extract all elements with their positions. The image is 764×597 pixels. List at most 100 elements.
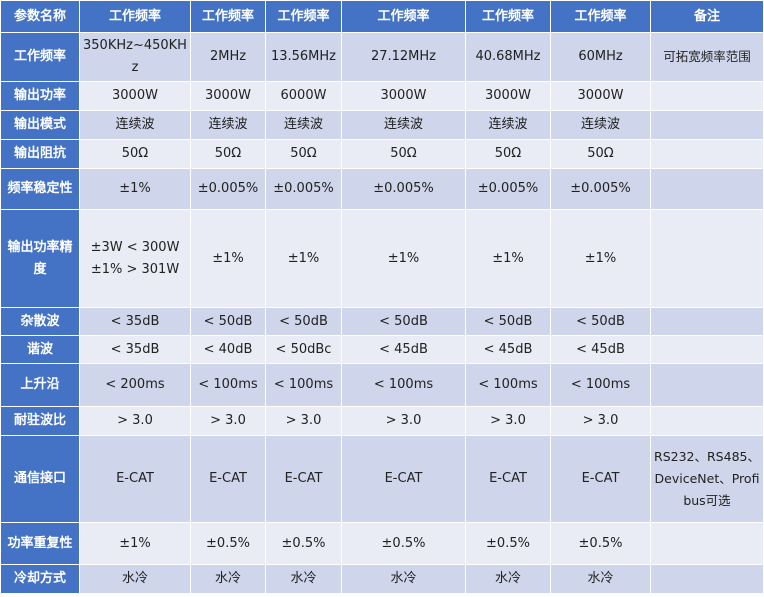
table-cell: 40.68MHz	[465, 32, 551, 82]
table-cell: < 40dB	[190, 335, 266, 364]
note-cell	[650, 307, 764, 336]
row-label: 谐波	[0, 335, 80, 364]
table-cell: E-CAT	[341, 435, 466, 523]
table-cell: 3000W	[465, 81, 551, 111]
table-row: 输出模式 连续波 连续波 连续波 连续波 连续波 连续波	[0, 110, 764, 140]
table-cell: ±1%	[79, 522, 191, 565]
table-cell: < 50dB	[341, 307, 466, 336]
row-label: 输出阻抗	[0, 139, 80, 169]
note-cell	[650, 110, 764, 140]
table-row: 杂散波 < 35dB < 50dB < 50dB < 50dB < 50dB <…	[0, 307, 764, 336]
note-cell	[650, 564, 764, 594]
table-cell: > 3.0	[265, 406, 342, 436]
table-cell: < 100ms	[265, 363, 342, 407]
row-label: 杂散波	[0, 307, 80, 336]
table-cell: ±1%	[550, 209, 651, 308]
table-cell: < 45dB	[465, 335, 551, 364]
table-cell: E-CAT	[79, 435, 191, 523]
table-row: 输出功率 3000W 3000W 6000W 3000W 3000W 3000W	[0, 81, 764, 111]
note-cell	[650, 335, 764, 364]
table-cell: ±1%	[465, 209, 551, 308]
row-label: 输出功率精度	[0, 209, 80, 308]
table-row: 功率重复性 ±1% ±0.5% ±0.5% ±0.5% ±0.5% ±0.5%	[0, 522, 764, 565]
row-label: 上升沿	[0, 363, 80, 407]
table-cell: ±0.5%	[341, 522, 466, 565]
row-label: 功率重复性	[0, 522, 80, 565]
table-cell: ±0.005%	[265, 168, 342, 210]
note-cell	[650, 406, 764, 436]
table-cell: < 35dB	[79, 335, 191, 364]
table-cell: 水冷	[341, 564, 466, 594]
row-label: 冷却方式	[0, 564, 80, 594]
table-cell: > 3.0	[465, 406, 551, 436]
table-row: 输出功率精度 ±3W < 300W ±1% > 301W ±1% ±1% ±1%…	[0, 209, 764, 308]
note-cell	[650, 209, 764, 308]
table-cell: < 200ms	[79, 363, 191, 407]
table-cell: 水冷	[465, 564, 551, 594]
table-cell: < 45dB	[550, 335, 651, 364]
table-cell: > 3.0	[550, 406, 651, 436]
note-cell	[650, 81, 764, 111]
table-cell: 50Ω	[265, 139, 342, 169]
table-row: 输出阻抗 50Ω 50Ω 50Ω 50Ω 50Ω 50Ω	[0, 139, 764, 169]
table-cell: < 35dB	[79, 307, 191, 336]
header-col: 工作频率	[341, 0, 466, 33]
table-cell: 350KHz~450KHz	[79, 32, 191, 82]
table-cell: ±0.005%	[550, 168, 651, 210]
header-note: 备注	[650, 0, 764, 33]
header-col: 工作频率	[550, 0, 651, 33]
table-cell: ±0.005%	[190, 168, 266, 210]
table-cell: 3000W	[550, 81, 651, 111]
header-col: 工作频率	[190, 0, 266, 33]
table-cell: 50Ω	[190, 139, 266, 169]
note-cell	[650, 522, 764, 565]
table-cell: 3000W	[190, 81, 266, 111]
table-row: 耐驻波比 > 3.0 > 3.0 > 3.0 > 3.0 > 3.0 > 3.0	[0, 406, 764, 436]
table-cell: ±0.5%	[190, 522, 266, 565]
table-cell: 连续波	[265, 110, 342, 140]
table-cell: 连续波	[465, 110, 551, 140]
table-cell: < 45dB	[341, 335, 466, 364]
table-row: 频率稳定性 ±1% ±0.005% ±0.005% ±0.005% ±0.005…	[0, 168, 764, 210]
table-cell: ±0.005%	[341, 168, 466, 210]
table-cell: 50Ω	[550, 139, 651, 169]
table-cell: < 50dB	[190, 307, 266, 336]
table-cell: < 100ms	[190, 363, 266, 407]
table-cell: ±1%	[265, 209, 342, 308]
table-cell: 连续波	[190, 110, 266, 140]
table-cell: > 3.0	[79, 406, 191, 436]
table-cell: < 50dB	[550, 307, 651, 336]
table-row: 上升沿 < 200ms < 100ms < 100ms < 100ms < 10…	[0, 363, 764, 407]
table-cell: 水冷	[265, 564, 342, 594]
table-cell: ±0.5%	[465, 522, 551, 565]
table-cell: E-CAT	[265, 435, 342, 523]
table-cell: 水冷	[79, 564, 191, 594]
row-label: 频率稳定性	[0, 168, 80, 210]
header-param: 参数名称	[0, 0, 80, 33]
header-col: 工作频率	[465, 0, 551, 33]
table-row: 通信接口 E-CAT E-CAT E-CAT E-CAT E-CAT E-CAT…	[0, 435, 764, 523]
table-cell: < 50dB	[265, 307, 342, 336]
table-cell: ±1%	[341, 209, 466, 308]
table-cell: 连续波	[341, 110, 466, 140]
row-label: 输出功率	[0, 81, 80, 111]
table-cell: ±0.005%	[465, 168, 551, 210]
table-cell: 2MHz	[190, 32, 266, 82]
note-cell	[650, 363, 764, 407]
table-row: 冷却方式 水冷 水冷 水冷 水冷 水冷 水冷	[0, 564, 764, 594]
header-col: 工作频率	[265, 0, 342, 33]
table-cell: < 50dBc	[265, 335, 342, 364]
table-cell: < 100ms	[550, 363, 651, 407]
table-cell: 27.12MHz	[341, 32, 466, 82]
table-cell: 50Ω	[341, 139, 466, 169]
table-cell: < 50dB	[465, 307, 551, 336]
note-cell: RS232、RS485、DeviceNet、Profibus可选	[650, 435, 764, 523]
table-cell: ±0.5%	[265, 522, 342, 565]
header-col: 工作频率	[79, 0, 191, 33]
table-cell: < 100ms	[465, 363, 551, 407]
row-label: 工作频率	[0, 32, 80, 82]
table-cell: 50Ω	[79, 139, 191, 169]
table-row: 工作频率 350KHz~450KHz 2MHz 13.56MHz 27.12MH…	[0, 32, 764, 82]
row-label: 通信接口	[0, 435, 80, 523]
